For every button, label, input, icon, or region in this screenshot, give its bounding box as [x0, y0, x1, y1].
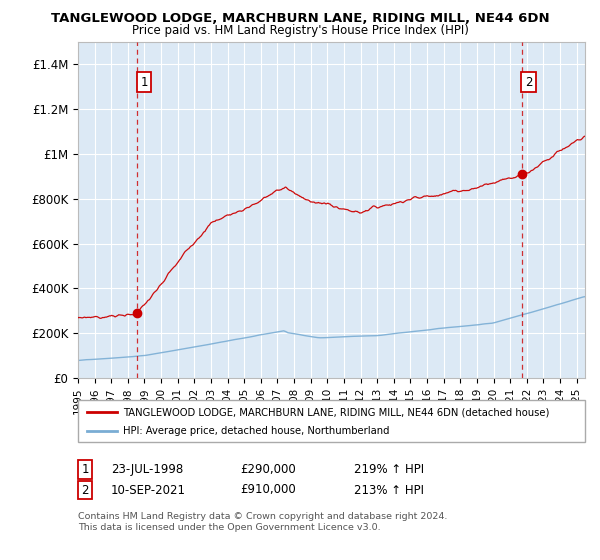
Text: 1: 1 — [140, 76, 148, 89]
Text: HPI: Average price, detached house, Northumberland: HPI: Average price, detached house, Nort… — [123, 426, 389, 436]
Text: TANGLEWOOD LODGE, MARCHBURN LANE, RIDING MILL, NE44 6DN (detached house): TANGLEWOOD LODGE, MARCHBURN LANE, RIDING… — [123, 407, 550, 417]
Text: Contains HM Land Registry data © Crown copyright and database right 2024.
This d: Contains HM Land Registry data © Crown c… — [78, 512, 448, 532]
Text: 2: 2 — [82, 483, 89, 497]
Text: 1: 1 — [82, 463, 89, 476]
Text: £290,000: £290,000 — [240, 463, 296, 476]
Text: 219% ↑ HPI: 219% ↑ HPI — [354, 463, 424, 476]
Text: 2: 2 — [525, 76, 532, 89]
Text: 23-JUL-1998: 23-JUL-1998 — [111, 463, 183, 476]
Text: Price paid vs. HM Land Registry's House Price Index (HPI): Price paid vs. HM Land Registry's House … — [131, 24, 469, 37]
Text: 10-SEP-2021: 10-SEP-2021 — [111, 483, 186, 497]
Text: TANGLEWOOD LODGE, MARCHBURN LANE, RIDING MILL, NE44 6DN: TANGLEWOOD LODGE, MARCHBURN LANE, RIDING… — [50, 12, 550, 25]
Text: £910,000: £910,000 — [240, 483, 296, 497]
Text: 213% ↑ HPI: 213% ↑ HPI — [354, 483, 424, 497]
